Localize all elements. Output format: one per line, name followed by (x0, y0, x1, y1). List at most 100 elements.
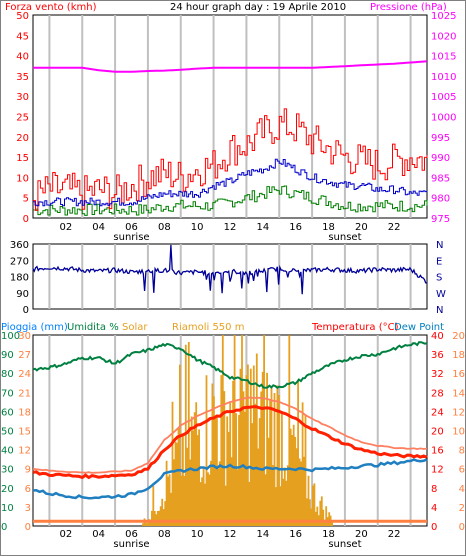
solar-series (142, 335, 333, 526)
humidity-tick-label: 30 (1, 465, 14, 476)
rain-tick-label: 30 (18, 331, 31, 342)
pressure-tick-label: 995 (431, 133, 450, 144)
direction-tick-label: 90 (16, 289, 29, 300)
humidity-tick-label: 0 (1, 522, 7, 533)
temperature-tick-label: 32 (431, 369, 444, 380)
humidity-tick-label: 10 (1, 503, 14, 514)
wind-avg-series (33, 158, 428, 207)
rain-tick-label: 18 (18, 407, 31, 418)
wind-direction-series (32, 244, 427, 295)
wind-tick-label: 0 (23, 214, 29, 225)
thermo-hour-label: 08 (158, 529, 171, 540)
thermo-hour-label: 12 (224, 529, 237, 540)
thermo-hour-label: 16 (289, 529, 302, 540)
temperature-tick-label: 36 (431, 350, 444, 361)
temperature-tick-label: 0 (431, 522, 437, 533)
wind-hour-label: 02 (59, 222, 72, 233)
direction-plot-area (32, 243, 428, 310)
dewpoint-tick-label: 8 (459, 446, 465, 457)
rain-tick-label: 9 (25, 465, 31, 476)
humidity-tick-label: 90 (1, 350, 14, 361)
pressure-tick-label: 1025 (431, 11, 456, 22)
temperature-tick-label: 16 (431, 446, 444, 457)
compass-label: S (436, 273, 442, 284)
pressure-tick-label: 975 (431, 214, 450, 225)
thermo-sunset-label: sunset (328, 539, 361, 550)
rain-tick-label: 15 (18, 427, 31, 438)
wind-tick-label: 25 (16, 113, 29, 124)
rain-tick-label: 21 (18, 388, 31, 399)
temperature-tick-label: 8 (431, 484, 437, 495)
rain-axis-title: Pioggia (mm) (1, 322, 68, 333)
wind-hour-label: 20 (355, 222, 368, 233)
thermo-hour-label: 06 (125, 529, 138, 540)
pressure-tick-label: 1010 (431, 72, 456, 83)
humidity-label: Umidita % (67, 322, 119, 333)
humidity-series (32, 341, 428, 390)
pressure-tick-label: 1020 (431, 31, 456, 42)
temperature-tick-label: 40 (431, 331, 444, 342)
compass-label: W (436, 289, 446, 300)
wind-hour-label: 14 (256, 222, 269, 233)
temperature-tick-label: 24 (431, 407, 444, 418)
wind-hour-label: 12 (224, 222, 237, 233)
wind-tick-label: 20 (16, 133, 29, 144)
humidity-tick-label: 40 (1, 446, 14, 457)
wind-hour-label: 22 (388, 222, 401, 233)
thermo-hour-label: 02 (59, 529, 72, 540)
humidity-tick-label: 100 (1, 331, 20, 342)
thermo-hour-label: 20 (355, 529, 368, 540)
thermo-sunrise-label: sunrise (113, 539, 149, 550)
station-label: Riamoli 550 m (172, 322, 244, 333)
dewpoint-tick-label: 6 (459, 465, 465, 476)
dewpoint-tick-label: 20 (452, 331, 465, 342)
pressure-series (33, 60, 428, 73)
thermo-hour-label: 14 (256, 529, 269, 540)
temperature-tick-label: 4 (431, 503, 437, 514)
thermo-hour-label: 22 (388, 529, 401, 540)
temperature-envelope-series (32, 396, 428, 474)
pressure-tick-label: 1000 (431, 113, 456, 124)
wind-hour-label: 08 (158, 222, 171, 233)
humidity-tick-label: 80 (1, 369, 14, 380)
wind-gust-series (33, 108, 428, 211)
dewpoint-tick-label: 0 (459, 522, 465, 533)
rain-tick-label: 6 (25, 484, 31, 495)
rain-tick-label: 0 (25, 522, 31, 533)
compass-label: E (436, 256, 442, 267)
dewpoint-series (32, 458, 428, 500)
direction-tick-label: 360 (10, 240, 29, 251)
direction-tick-label: 270 (10, 256, 29, 267)
rain-tick-label: 24 (18, 369, 31, 380)
compass-label: N (436, 240, 443, 251)
compass-label: N (436, 305, 443, 316)
direction-tick-label: 180 (10, 273, 29, 284)
dewpoint-tick-label: 12 (452, 407, 465, 418)
temperature-tick-label: 20 (431, 427, 444, 438)
dewpoint-tick-label: 16 (452, 369, 465, 380)
wind-tick-label: 45 (16, 31, 29, 42)
dewpoint-tick-label: 10 (452, 427, 465, 438)
wind-sunrise-label: sunrise (113, 232, 149, 243)
wind-tick-label: 50 (16, 11, 29, 22)
wind-tick-label: 10 (16, 173, 29, 184)
dewpoint-label: Dew Point (394, 322, 444, 333)
wind-hour-label: 10 (191, 222, 204, 233)
humidity-tick-label: 50 (1, 427, 14, 438)
dewpoint-tick-label: 18 (452, 350, 465, 361)
wind-direction-panel: 0 N 90 W 180 S 270 E 360 N (10, 240, 446, 316)
humidity-tick-label: 60 (1, 407, 14, 418)
wind-sunset-label: sunset (328, 232, 361, 243)
pressure-tick-label: 980 (431, 194, 450, 205)
wind-tick-label: 30 (16, 92, 29, 103)
wind-tick-label: 15 (16, 153, 29, 164)
temperature-tick-label: 28 (431, 388, 444, 399)
pressure-tick-label: 990 (431, 153, 450, 164)
temperature-series (32, 405, 428, 480)
wind-tick-label: 35 (16, 72, 29, 83)
pressure-axis-title: Pressione (hPa) (370, 2, 447, 13)
rain-tick-label: 27 (18, 350, 31, 361)
wind-hour-label: 04 (92, 222, 105, 233)
